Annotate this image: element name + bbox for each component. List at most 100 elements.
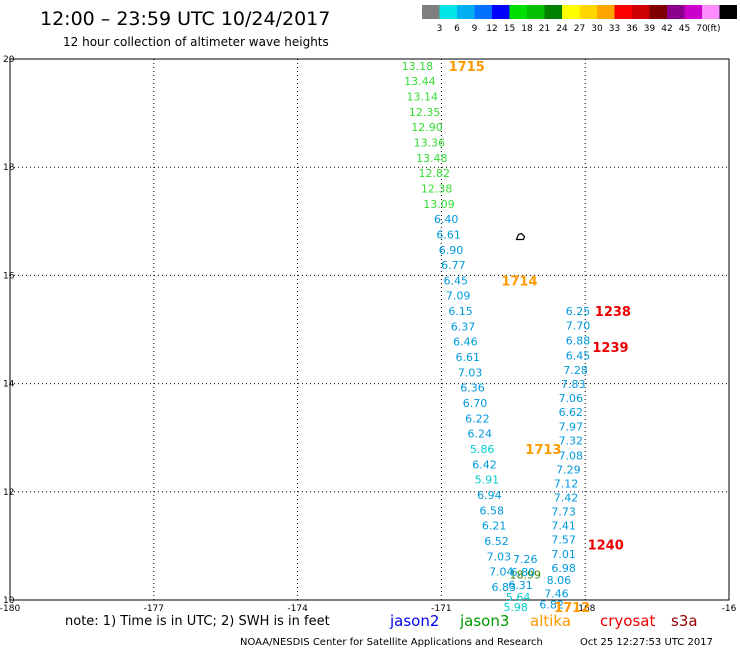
wave-height-point: 7.03 <box>487 551 512 564</box>
satellite-legend-altika: altika <box>530 612 571 630</box>
wave-height-point: 6.40 <box>434 213 459 226</box>
legend-swatch <box>632 5 650 19</box>
color-legend: 3 6 9 12 15 18 21 24 27 30 33 36 39 42 45 70 <box>422 5 737 34</box>
grid-lines <box>10 59 729 600</box>
legend-label: 39 <box>644 24 656 34</box>
wave-height-point: 6.80 <box>511 566 536 579</box>
legend-label: 18 <box>521 24 533 34</box>
wave-height-point: 5.91 <box>475 474 500 487</box>
wave-height-point: 7.28 <box>563 364 588 377</box>
wave-height-point: 12.38 <box>421 183 453 196</box>
y-tick-label: 16 <box>3 271 15 281</box>
legend-label: 9 <box>472 24 478 34</box>
satellite-legend-jason3: jason3 <box>459 612 509 630</box>
wave-height-point: 7.42 <box>554 492 579 505</box>
wave-height-point: 6.94 <box>477 489 502 502</box>
wave-height-point: 7.29 <box>556 463 581 476</box>
legend-label: 27 <box>574 24 585 34</box>
footer-note: note: 1) Time is in UTC; 2) SWH is in fe… <box>65 614 330 629</box>
legend-swatch <box>422 5 440 19</box>
wave-height-point: 6.24 <box>467 428 492 441</box>
legend-swatch <box>684 5 702 19</box>
wave-height-point: 6.46 <box>453 336 478 349</box>
pass-time-label: 1239 <box>592 341 628 356</box>
wave-height-point: 6.70 <box>463 397 488 410</box>
wave-height-point: 7.83 <box>561 378 586 391</box>
wave-height-point: 7.97 <box>559 421 584 434</box>
wave-height-point: 13.44 <box>404 75 436 88</box>
legend-swatch <box>509 5 527 19</box>
pass-time-label: 1240 <box>588 539 624 554</box>
wave-height-point: 6.98 <box>551 562 576 575</box>
wave-height-point: 7.73 <box>551 506 576 519</box>
legend-label: 21 <box>539 24 550 34</box>
wave-height-point: 5.64 <box>506 591 531 604</box>
wave-height-point: 6.25 <box>566 305 591 318</box>
legend-unit: (ft) <box>707 24 721 34</box>
y-tick-label: 12 <box>3 488 14 498</box>
satellite-legend-jason2: jason2 <box>389 612 439 630</box>
legend-swatch <box>562 5 580 19</box>
footer-credit: NOAA/NESDIS Center for Satellite Applica… <box>240 637 543 648</box>
legend-swatch <box>597 5 615 19</box>
plot-frame <box>9 58 730 601</box>
wave-height-point: 6.62 <box>559 406 584 419</box>
footer-timestamp: Oct 25 12:27:53 UTC 2017 <box>580 637 713 648</box>
wave-height-point: 12.82 <box>418 167 450 180</box>
legend-label: 15 <box>504 24 515 34</box>
wave-height-point: 12.90 <box>411 121 443 134</box>
satellite-legend-cryosat: cryosat <box>600 612 655 630</box>
wave-height-point: 6.88 <box>566 335 591 348</box>
x-tick-label: -171 <box>431 604 451 614</box>
wave-height-point: 6.22 <box>465 413 490 426</box>
wave-height-point: 8.06 <box>547 574 572 587</box>
legend-label: 12 <box>486 24 497 34</box>
wave-height-point: 6.58 <box>479 505 504 518</box>
x-tick-label: -168 <box>575 604 596 614</box>
wave-height-point: 6.42 <box>472 459 497 472</box>
island-outline <box>515 232 526 241</box>
wave-height-point: 6.77 <box>441 259 466 272</box>
wave-height-point: 6.82 <box>539 599 564 612</box>
legend-swatch <box>492 5 510 19</box>
wave-height-point: 6.61 <box>456 351 481 364</box>
wave-height-point: 6.37 <box>451 321 476 334</box>
pass-time-label: 1238 <box>595 305 631 320</box>
x-tick-label: -177 <box>144 604 164 614</box>
wave-height-point: 13.18 <box>402 60 434 73</box>
wave-height-point: 6.15 <box>448 305 473 318</box>
legend-swatch <box>702 5 720 19</box>
y-tick-label: 20 <box>3 55 15 65</box>
wave-height-point: 6.83 <box>491 581 516 594</box>
page-title: 12:00 – 23:59 UTC 10/24/2017 <box>40 8 330 30</box>
legend-swatch <box>614 5 632 19</box>
island-marker-icon <box>515 232 526 241</box>
legend-label: 6 <box>454 24 460 34</box>
legend-swatch <box>579 5 597 19</box>
page-subtitle: 12 hour collection of altimeter wave hei… <box>63 35 329 49</box>
wave-height-point: 7.08 <box>559 449 584 462</box>
legend-swatch <box>649 5 667 19</box>
legend-label: 33 <box>609 24 620 34</box>
legend-swatch <box>439 5 457 19</box>
satellite-legend: jason2 jason3 altika cryosat s3a <box>389 612 698 630</box>
pass-time-label: 1712 <box>554 601 590 616</box>
wave-height-point: 13.09 <box>423 198 455 211</box>
wave-height-point: 7.46 <box>544 587 569 600</box>
legend-label: 45 <box>679 24 690 34</box>
wave-height-point: 6.45 <box>444 275 469 288</box>
wave-height-point: 7.32 <box>559 435 584 448</box>
legend-swatch <box>474 5 492 19</box>
wave-height-point: 7.70 <box>566 320 591 333</box>
wave-height-point: 5.86 <box>470 443 495 456</box>
y-tick-label: 14 <box>3 380 15 390</box>
wave-height-point: 7.12 <box>554 477 579 490</box>
pass-time-label: 1715 <box>449 60 485 75</box>
legend-label: 3 <box>437 24 443 34</box>
wave-height-point: 6.36 <box>460 382 485 395</box>
legend-label: 42 <box>661 24 672 34</box>
wave-height-point: 5.98 <box>503 601 528 614</box>
data-marks: 13.18 13.44 13.14 12.35 12.90 13.36 13.48 12.82… <box>402 60 631 616</box>
wave-height-point: 7.57 <box>551 534 576 547</box>
